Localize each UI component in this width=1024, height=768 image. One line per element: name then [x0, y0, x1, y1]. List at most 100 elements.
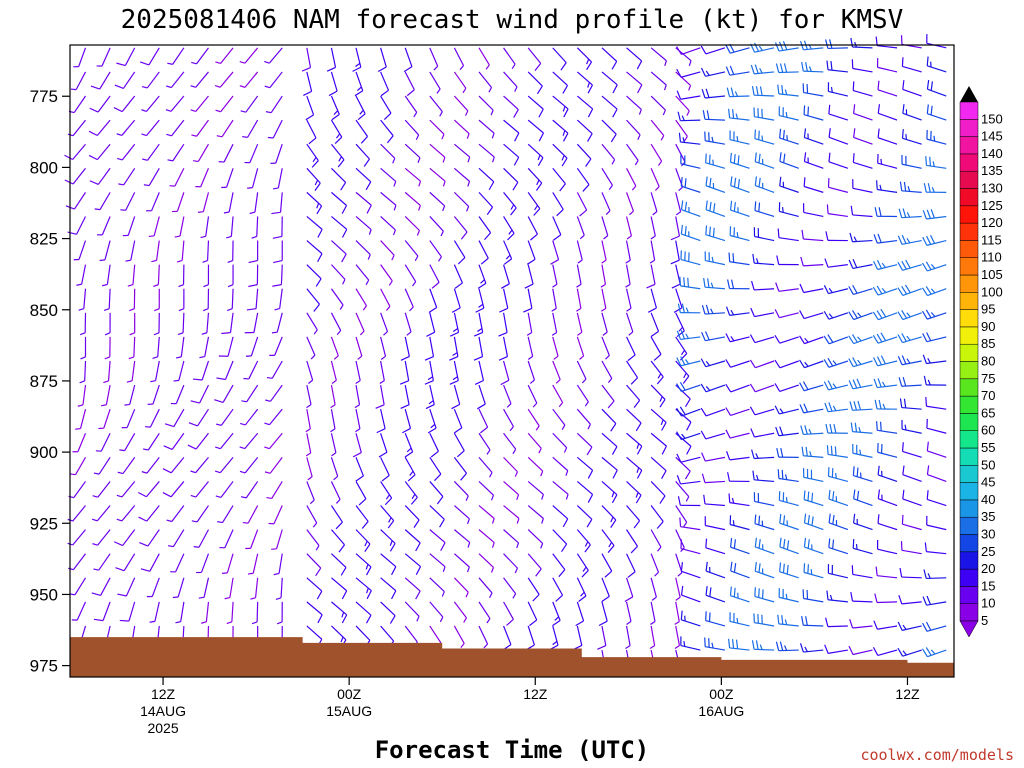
wind-barb [675, 71, 692, 91]
wind-barb [701, 452, 726, 462]
colorbar-label: 10 [981, 596, 995, 611]
wind-barb [774, 359, 799, 369]
wind-barb [775, 641, 799, 652]
wind-barb [827, 467, 849, 483]
wind-barb [875, 566, 898, 579]
wind-barb [187, 432, 209, 450]
plot-frame [69, 44, 955, 678]
wind-barb [675, 192, 682, 216]
wind-barb [828, 513, 849, 531]
colorbar-swatch [959, 516, 979, 535]
colorbar-label: 65 [981, 405, 995, 420]
wind-barb [301, 47, 312, 72]
wind-barb [576, 553, 589, 578]
wind-barb [404, 119, 420, 141]
wind-barb [803, 490, 824, 507]
wind-barb [503, 71, 518, 92]
wind-barb [306, 167, 321, 191]
wind-barb [139, 529, 160, 547]
wind-barb [527, 336, 534, 360]
wind-barb [355, 264, 370, 286]
wind-barb [824, 644, 848, 654]
wind-barb [626, 95, 642, 115]
wind-barb [729, 130, 750, 145]
colorbar-swatch [959, 430, 979, 449]
wind-barb [774, 335, 799, 344]
wind-barb [239, 47, 259, 64]
wind-barb [214, 71, 234, 88]
wind-barb [852, 444, 873, 458]
wind-barb [754, 152, 775, 169]
wind-barb [625, 312, 634, 336]
wind-barb [190, 481, 209, 498]
wind-barb [453, 95, 469, 116]
wind-barb [799, 310, 824, 320]
wind-barb [226, 216, 234, 239]
colorbar-swatch [959, 378, 979, 397]
wind-barb [601, 216, 609, 240]
wind-barb [200, 216, 210, 239]
wind-barb [141, 95, 160, 112]
wind-barb [404, 433, 414, 458]
wind-barb [803, 563, 824, 579]
wind-barb [454, 143, 471, 163]
plot-background [70, 45, 954, 677]
wind-barb [824, 402, 848, 413]
wind-barb [601, 577, 610, 603]
wind-barb [774, 405, 799, 415]
wind-barb [601, 480, 618, 504]
wind-barb [96, 216, 111, 236]
wind-barb [799, 403, 824, 414]
wind-barb [240, 481, 259, 499]
wind-barb [305, 95, 315, 121]
colorbar-swatch [959, 188, 979, 207]
wind-barb [576, 71, 593, 94]
y-tick-label: 925 [30, 514, 58, 533]
wind-barb [552, 216, 562, 241]
wind-barb [626, 119, 641, 140]
wind-barb [226, 601, 234, 625]
wind-barb [218, 143, 234, 163]
colorbar-swatch [959, 551, 979, 570]
wind-barb [266, 481, 283, 500]
wind-barb [352, 47, 362, 72]
wind-barb [93, 553, 111, 571]
credit-link[interactable]: coolwx.com/models [860, 746, 1014, 764]
wind-barb [153, 312, 160, 336]
wind-barb [80, 336, 87, 360]
wind-barb [306, 119, 317, 145]
wind-barb [453, 481, 469, 501]
wind-barb [268, 505, 283, 525]
wind-barb [380, 240, 395, 261]
wind-barb [752, 253, 775, 266]
wind-barb [901, 57, 922, 73]
wind-barb [801, 446, 824, 458]
wind-barb [239, 71, 259, 88]
colorbar-swatch [959, 361, 979, 380]
wind-barb [523, 288, 533, 313]
wind-barb [113, 95, 136, 113]
wind-barb [264, 432, 283, 450]
wind-barb [141, 456, 160, 474]
wind-barb [601, 432, 618, 455]
wind-barb [399, 360, 410, 385]
wind-barb [527, 95, 544, 118]
wind-barb [116, 143, 136, 161]
wind-barb [626, 47, 643, 70]
wind-barb [355, 167, 372, 191]
wind-barb [355, 216, 372, 235]
wind-barb [449, 336, 459, 361]
wind-barb [670, 216, 681, 241]
wind-barb [503, 408, 514, 432]
wind-barb [79, 312, 87, 336]
wind-barb [625, 264, 631, 288]
wind-barb [647, 288, 657, 313]
colorbar-swatch [959, 153, 979, 172]
wind-barb [178, 264, 185, 288]
wind-barb [754, 537, 775, 555]
wind-barb [626, 336, 636, 362]
wind-barb [227, 264, 234, 288]
wind-barb [850, 205, 873, 218]
wind-barb [224, 577, 234, 600]
